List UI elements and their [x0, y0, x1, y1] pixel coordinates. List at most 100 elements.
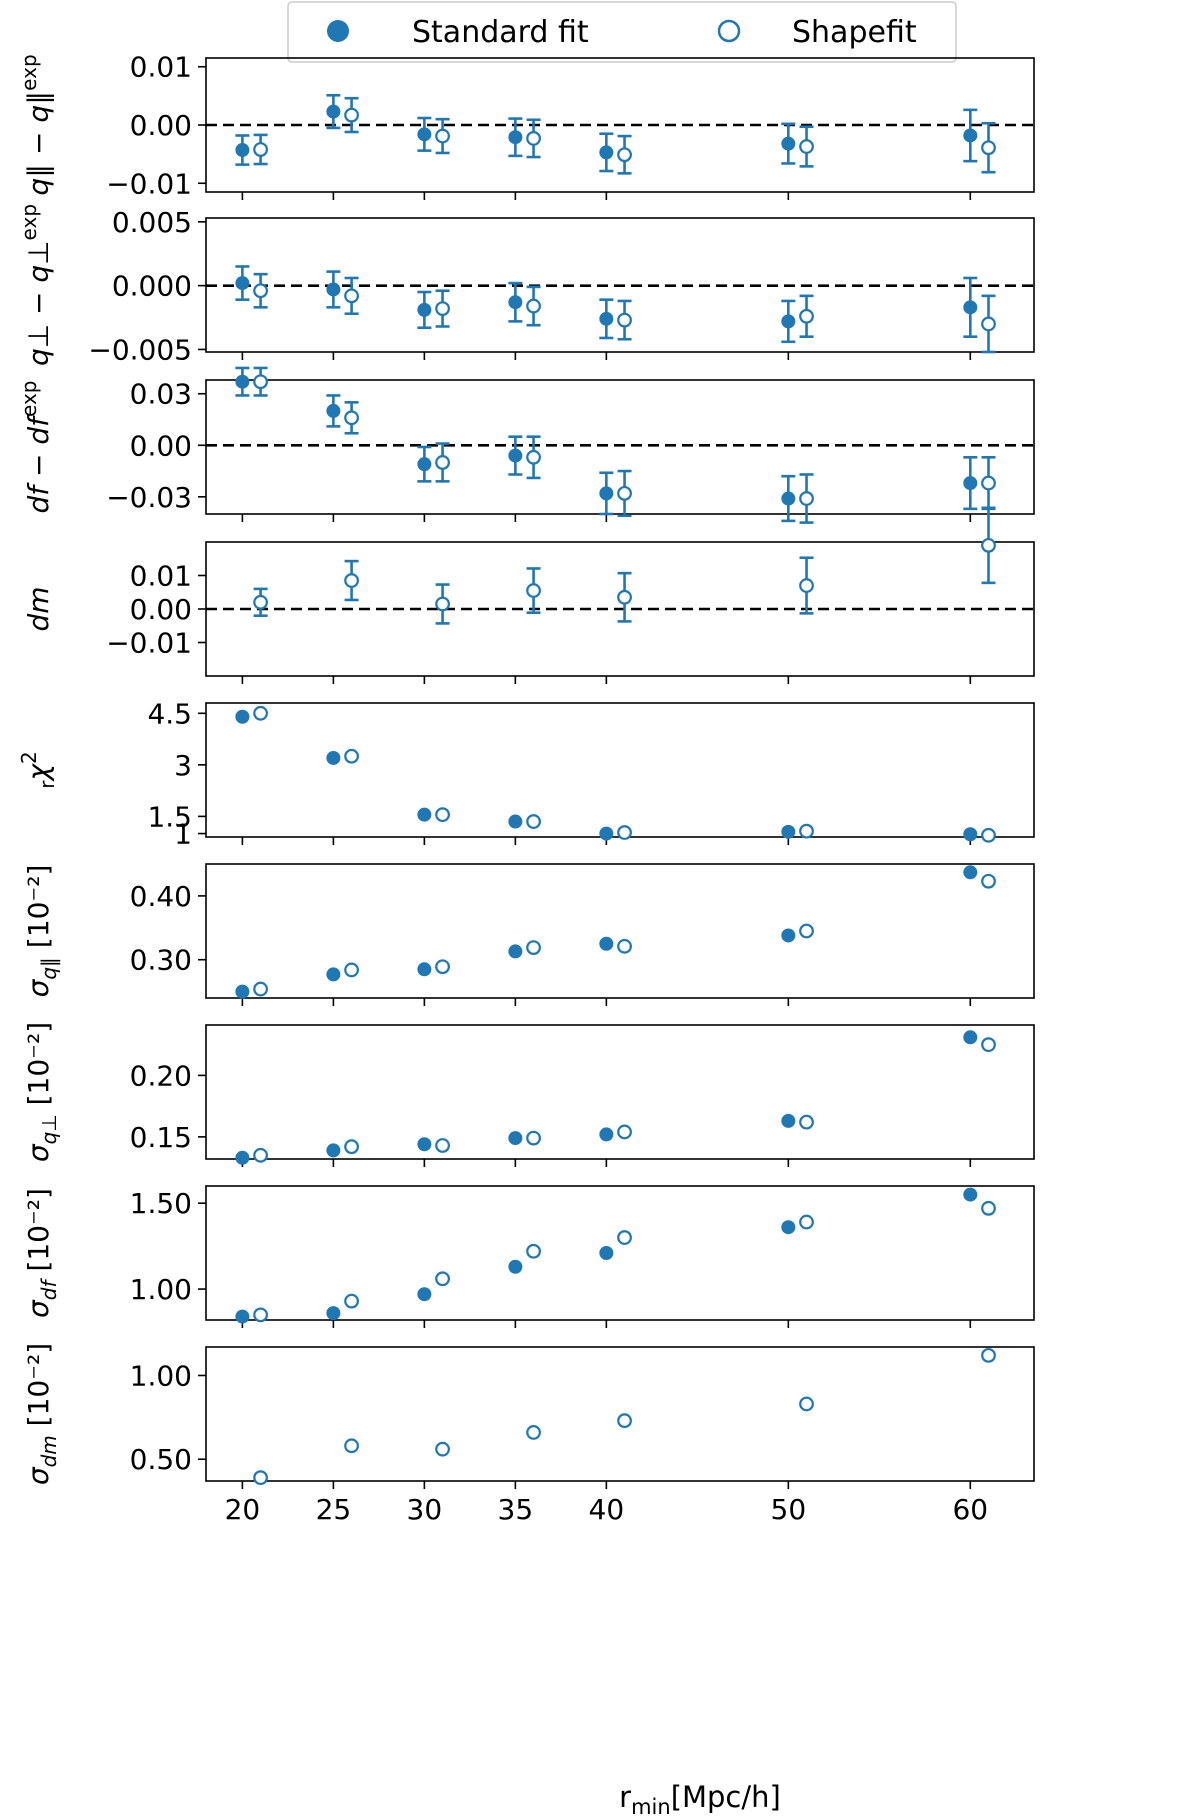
shapefit-point-dm-2 — [435, 596, 450, 612]
panel-sig_qperp: 0.20 0.15 σq⊥ [10⁻²] — [22, 1022, 1035, 1167]
shapefit-point-sig_qperp-2 — [435, 1138, 450, 1153]
y-tick-label-dqperp-2: −0.005 — [88, 333, 192, 366]
shapefit-point-dm-4 — [617, 589, 632, 605]
standard-point-dqperp-1 — [326, 282, 341, 297]
standard-point-sig_qpar-1 — [326, 967, 341, 982]
standard-point-sig_qpar-0 — [235, 984, 250, 999]
y-axis-label-df: df − dfexp — [17, 380, 55, 513]
y-tick-label-df-0: 0.03 — [130, 378, 192, 411]
y-axis-label-dm: dm — [22, 586, 55, 631]
x-axis-label-unit: [Mpc/h] — [671, 1780, 781, 1814]
y-tick-label-sig_dm-0: 1.00 — [130, 1359, 192, 1392]
standard-point-rchi2-1 — [326, 750, 341, 765]
y-axis-label-sig_df: σdf [10⁻²] — [22, 1188, 61, 1318]
shapefit-point-dqperp-1 — [344, 288, 359, 304]
standard-point-dqpar-1 — [326, 104, 341, 119]
standard-point-sig_qperp-1 — [326, 1143, 341, 1158]
x-axis-label-main: r — [619, 1780, 631, 1814]
y-tick-label-df-1: 0.00 — [130, 429, 192, 462]
y-tick-label-rchi2-2: 1.5 — [147, 800, 192, 833]
shapefit-point-dqperp-2 — [435, 301, 450, 317]
shapefit-point-rchi2-0 — [253, 705, 268, 721]
standard-point-df-5 — [781, 491, 796, 506]
shapefit-point-dm-3 — [526, 583, 541, 598]
shapefit-point-sig_df-3 — [526, 1243, 541, 1259]
y-axis-label-dqperp: q⊥ − q⊥exp — [17, 204, 55, 366]
standard-point-sig_df-6 — [963, 1187, 978, 1202]
panel-frame-df — [205, 379, 1035, 515]
y-tick-label-dqpar-0: 0.01 — [130, 51, 192, 84]
shapefit-point-sig_dm-5 — [799, 1396, 814, 1412]
shapefit-point-df-6 — [981, 475, 996, 491]
shapefit-point-sig_qperp-6 — [981, 1037, 996, 1053]
shapefit-point-df-0 — [253, 374, 268, 390]
standard-point-sig_qperp-5 — [781, 1113, 796, 1128]
panel-sig_dm: 1.00 0.50 σdm [10⁻²] — [22, 1343, 1035, 1489]
y-tick-label-sig_qpar-1: 0.30 — [130, 944, 192, 977]
shapefit-point-dqpar-1 — [344, 107, 359, 123]
shapefit-point-sig_qpar-5 — [799, 923, 814, 939]
standard-point-dqpar-2 — [417, 127, 432, 142]
shapefit-point-rchi2-5 — [799, 823, 814, 839]
standard-point-dqperp-2 — [417, 302, 432, 317]
standard-point-sig_df-0 — [235, 1309, 250, 1324]
y-tick-label-sig_dm-1: 0.50 — [130, 1443, 192, 1476]
standard-point-sig_df-5 — [781, 1220, 796, 1235]
legend-frame — [287, 1, 957, 63]
standard-point-dqperp-0 — [235, 276, 250, 291]
standard-point-sig_qperp-0 — [235, 1150, 250, 1165]
y-axis-label-dqpar: q∥ − q∥exp — [17, 54, 55, 195]
shapefit-point-dqpar-0 — [253, 142, 268, 157]
legend-standard-marker — [327, 20, 349, 42]
x-tick-label-1: 25 — [316, 1493, 352, 1526]
shapefit-point-sig_qpar-3 — [526, 940, 541, 955]
x-axis-label: rmin[Mpc/h] — [619, 1780, 781, 1815]
shapefit-point-rchi2-6 — [981, 827, 996, 843]
shapefit-point-dqperp-0 — [253, 283, 268, 299]
shapefit-point-rchi2-3 — [526, 814, 541, 829]
shapefit-point-sig_qperp-4 — [617, 1124, 632, 1140]
shapefit-point-sig_df-1 — [344, 1293, 359, 1309]
standard-point-dqpar-5 — [781, 136, 796, 151]
shapefit-point-sig_dm-0 — [253, 1470, 268, 1486]
panel-dm: 0.010.00−0.01 dm — [22, 506, 1035, 684]
shapefit-point-sig_qpar-0 — [253, 981, 268, 997]
y-tick-label-rchi2-0: 4.5 — [147, 697, 192, 730]
panel-frame-sig_qpar — [205, 863, 1035, 999]
shapefit-point-sig_dm-1 — [344, 1438, 359, 1454]
shapefit-point-sig_dm-6 — [981, 1347, 996, 1363]
shapefit-point-dqpar-3 — [526, 130, 541, 146]
panel-frame-sig_df — [205, 1185, 1035, 1321]
standard-point-df-0 — [235, 374, 250, 389]
shapefit-point-sig_dm-3 — [526, 1425, 541, 1440]
panel-frame-sig_qperp — [205, 1024, 1035, 1160]
standard-point-df-1 — [326, 403, 341, 418]
standard-point-dqperp-4 — [599, 311, 614, 326]
x-tick-label-5: 50 — [771, 1493, 807, 1526]
y-tick-label-sig_qperp-1: 0.15 — [130, 1121, 192, 1154]
y-tick-label-rchi2-1: 3 — [174, 749, 192, 782]
y-tick-label-sig_df-0: 1.50 — [130, 1187, 192, 1220]
standard-point-dqpar-6 — [963, 128, 978, 143]
standard-point-sig_df-3 — [508, 1259, 523, 1274]
shapefit-point-dm-5 — [799, 578, 814, 593]
standard-point-sig_df-2 — [417, 1287, 432, 1302]
standard-point-rchi2-2 — [417, 807, 432, 822]
shapefit-point-sig_qperp-0 — [253, 1147, 268, 1163]
standard-point-dqperp-6 — [963, 300, 978, 315]
shapefit-point-dqperp-3 — [526, 298, 541, 314]
x-tick-label-3: 35 — [498, 1493, 534, 1526]
standard-point-df-4 — [599, 486, 614, 501]
standard-point-dqpar-4 — [599, 145, 614, 160]
panel-sig_qpar: 0.40 0.30 σq∥ [10⁻²] — [22, 863, 1035, 1006]
standard-point-rchi2-5 — [781, 824, 796, 839]
legend-shapefit-label: Shapefit — [792, 15, 917, 50]
panel-dqperp: 0.005 0.000 −0.005 q⊥ − q⊥exp — [17, 204, 1035, 366]
shapefit-point-df-3 — [526, 449, 541, 465]
shapefit-point-df-5 — [799, 491, 814, 506]
shapefit-point-sig_df-6 — [981, 1200, 996, 1216]
x-tick-label-0: 20 — [225, 1493, 261, 1526]
y-axis-label-sig_qperp: σq⊥ [10⁻²] — [22, 1022, 61, 1162]
